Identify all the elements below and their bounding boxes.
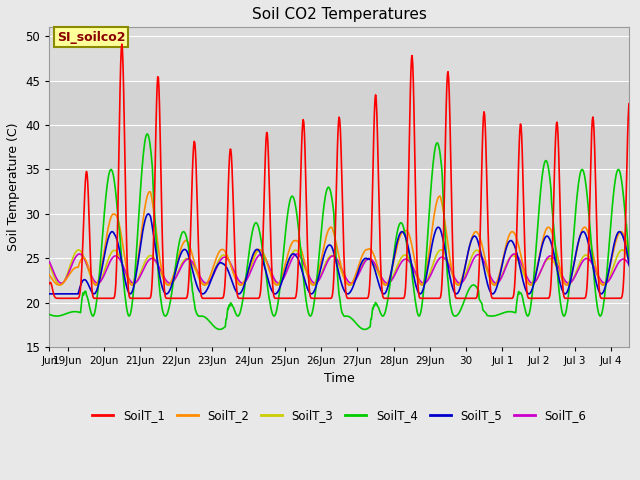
SoilT_1 xyxy=(108,295,115,301)
Bar xyxy=(49,81,629,169)
Line: SoilT_5: SoilT_5 xyxy=(49,214,640,294)
SoilT_2 xyxy=(513,236,521,242)
SoilT_3 xyxy=(524,278,531,284)
SoilT_1 xyxy=(524,293,531,299)
SoilT_5 xyxy=(524,289,531,295)
SoilT_3 xyxy=(45,262,53,267)
SoilT_2 xyxy=(289,240,296,245)
SoilT_4 xyxy=(361,326,369,332)
SoilT_1 xyxy=(513,225,521,231)
SoilT_3 xyxy=(310,282,318,288)
SoilT_4 xyxy=(143,131,151,137)
SoilT_3 xyxy=(287,252,295,258)
SoilT_4 xyxy=(107,167,115,173)
SoilT_4 xyxy=(458,306,465,312)
SoilT_6 xyxy=(458,280,465,286)
SoilT_5 xyxy=(513,248,520,254)
SoilT_2 xyxy=(107,216,115,222)
Title: Soil CO2 Temperatures: Soil CO2 Temperatures xyxy=(252,7,427,22)
Line: SoilT_1: SoilT_1 xyxy=(49,44,640,298)
Text: SI_soilco2: SI_soilco2 xyxy=(57,31,125,44)
SoilT_2 xyxy=(524,279,531,285)
SoilT_6 xyxy=(456,280,464,286)
SoilT_5 xyxy=(107,230,115,236)
Legend: SoilT_1, SoilT_2, SoilT_3, SoilT_4, SoilT_5, SoilT_6: SoilT_1, SoilT_2, SoilT_3, SoilT_4, Soil… xyxy=(88,404,591,427)
SoilT_2 xyxy=(45,272,53,278)
SoilT_6 xyxy=(76,251,83,257)
SoilT_6 xyxy=(45,259,53,264)
SoilT_2 xyxy=(458,277,465,283)
SoilT_3 xyxy=(457,281,465,287)
SoilT_1 xyxy=(310,295,318,301)
Y-axis label: Soil Temperature (C): Soil Temperature (C) xyxy=(7,123,20,252)
SoilT_5 xyxy=(310,289,317,295)
SoilT_2 xyxy=(164,282,172,288)
SoilT_3 xyxy=(618,247,626,253)
SoilT_4 xyxy=(310,304,317,310)
SoilT_3 xyxy=(107,252,115,257)
SoilT_4 xyxy=(288,193,296,199)
SoilT_5 xyxy=(457,284,465,289)
SoilT_5 xyxy=(45,291,53,297)
SoilT_1 xyxy=(118,41,125,47)
SoilT_5 xyxy=(288,252,296,257)
SoilT_4 xyxy=(524,313,531,319)
Line: SoilT_4: SoilT_4 xyxy=(49,134,640,329)
SoilT_6 xyxy=(310,280,317,286)
Line: SoilT_2: SoilT_2 xyxy=(49,192,640,285)
SoilT_6 xyxy=(524,276,531,281)
SoilT_6 xyxy=(288,256,296,262)
SoilT_2 xyxy=(146,189,154,194)
SoilT_2 xyxy=(310,282,318,288)
SoilT_1 xyxy=(458,295,465,301)
Line: SoilT_3: SoilT_3 xyxy=(49,250,640,285)
SoilT_4 xyxy=(513,299,521,304)
X-axis label: Time: Time xyxy=(324,372,355,385)
SoilT_3 xyxy=(309,282,317,288)
SoilT_4 xyxy=(45,312,53,317)
SoilT_1 xyxy=(45,281,53,287)
SoilT_6 xyxy=(108,257,115,263)
SoilT_3 xyxy=(513,255,520,261)
SoilT_1 xyxy=(55,295,63,301)
SoilT_1 xyxy=(289,295,296,301)
Line: SoilT_6: SoilT_6 xyxy=(49,254,640,283)
SoilT_5 xyxy=(145,211,152,217)
SoilT_6 xyxy=(513,252,521,258)
